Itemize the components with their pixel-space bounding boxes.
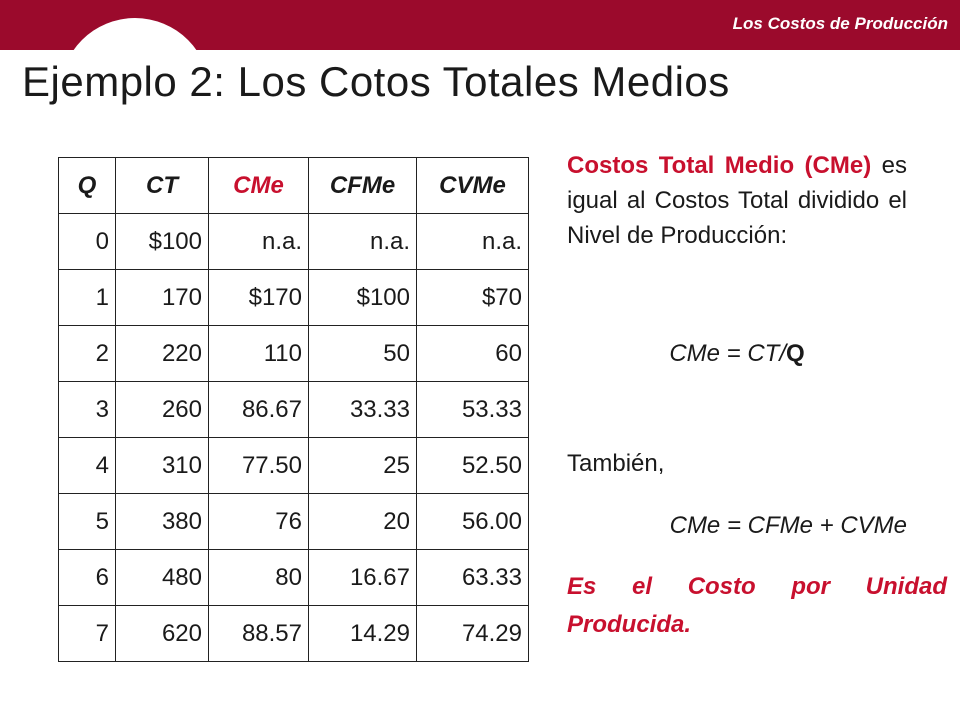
cell-cfme: 33.33 — [308, 381, 417, 438]
table-body: 0 $100 n.a. n.a. n.a. 1 170 $170 $100 $70 2 220 110 5… — [58, 213, 529, 662]
slide-title: Ejemplo 2: Los Cotos Totales Medios — [22, 58, 730, 105]
explanation-lead: Costos Total Medio (CMe) — [567, 152, 872, 179]
cell-q: 0 — [58, 213, 116, 270]
table-row: 0 $100 n.a. n.a. n.a. — [58, 213, 529, 270]
table-row: 3 260 86.67 33.33 53.33 — [58, 381, 529, 438]
cell-ct: $100 — [115, 213, 209, 270]
cost-table: Q CT CMe CFMe CVMe 0 $100 n.a. n.a. n.a. 1 170… — [58, 157, 529, 662]
table-row: 5 380 76 20 56.00 — [58, 493, 529, 550]
cell-cme: 77.50 — [208, 437, 309, 494]
header-ct: CT — [115, 157, 209, 214]
cell-cme: 86.67 — [208, 381, 309, 438]
formula1-prefix: CMe = CT/ — [669, 340, 786, 367]
cell-cfme: n.a. — [308, 213, 417, 270]
table-row: 2 220 110 50 60 — [58, 325, 529, 382]
cell-cvme: n.a. — [416, 213, 529, 270]
cell-q: 4 — [58, 437, 116, 494]
cell-ct: 620 — [115, 605, 209, 662]
cell-cme: $170 — [208, 269, 309, 326]
cell-ct: 170 — [115, 269, 209, 326]
header-cfme: CFMe — [308, 157, 417, 214]
cell-ct: 480 — [115, 549, 209, 606]
cell-cvme: 74.29 — [416, 605, 529, 662]
table-row: 1 170 $170 $100 $70 — [58, 269, 529, 326]
cell-q: 7 — [58, 605, 116, 662]
header-bar: Los Costos de Producción — [0, 0, 960, 98]
cell-cvme: $70 — [416, 269, 529, 326]
conclusion-text: Es el Costo por Unidad Producida. — [567, 573, 947, 638]
cell-cme: n.a. — [208, 213, 309, 270]
cell-cfme: $100 — [308, 269, 417, 326]
tambien-label: También, — [567, 450, 665, 477]
table-row: 6 480 80 16.67 63.33 — [58, 549, 529, 606]
cell-cvme: 63.33 — [416, 549, 529, 606]
table-row: 4 310 77.50 25 52.50 — [58, 437, 529, 494]
header-cme: CMe — [208, 157, 309, 214]
cell-cvme: 60 — [416, 325, 529, 382]
cell-q: 2 — [58, 325, 116, 382]
cell-cfme: 14.29 — [308, 605, 417, 662]
explanation-text: Costos Total Medio (CMe) es igual al Cos… — [567, 148, 907, 253]
cell-cme: 76 — [208, 493, 309, 550]
cell-cme: 88.57 — [208, 605, 309, 662]
cell-cvme: 56.00 — [416, 493, 529, 550]
cell-cfme: 16.67 — [308, 549, 417, 606]
formula-cme-sum: CMe = CFMe + CVMe — [669, 512, 907, 539]
cell-q: 1 — [58, 269, 116, 326]
cell-ct: 310 — [115, 437, 209, 494]
cell-cfme: 20 — [308, 493, 417, 550]
cell-cme: 110 — [208, 325, 309, 382]
table-header-row: Q CT CMe CFMe CVMe — [58, 157, 529, 214]
header-q: Q — [58, 157, 116, 214]
header-cvme: CVMe — [416, 157, 529, 214]
cell-cme: 80 — [208, 549, 309, 606]
cell-q: 6 — [58, 549, 116, 606]
cell-ct: 220 — [115, 325, 209, 382]
cell-cfme: 25 — [308, 437, 417, 494]
table-row: 7 620 88.57 14.29 74.29 — [58, 605, 529, 662]
formula-cme-ct-q: CMe = CT/Q — [567, 340, 907, 368]
header-label: Los Costos de Producción — [732, 14, 948, 33]
explanation-rest: es igual al Costos Total dividido el Niv… — [567, 152, 908, 249]
cell-q: 3 — [58, 381, 116, 438]
formula1-q: Q — [786, 340, 805, 367]
cell-cfme: 50 — [308, 325, 417, 382]
cell-ct: 380 — [115, 493, 209, 550]
cell-q: 5 — [58, 493, 116, 550]
cell-ct: 260 — [115, 381, 209, 438]
cell-cvme: 52.50 — [416, 437, 529, 494]
cell-cvme: 53.33 — [416, 381, 529, 438]
